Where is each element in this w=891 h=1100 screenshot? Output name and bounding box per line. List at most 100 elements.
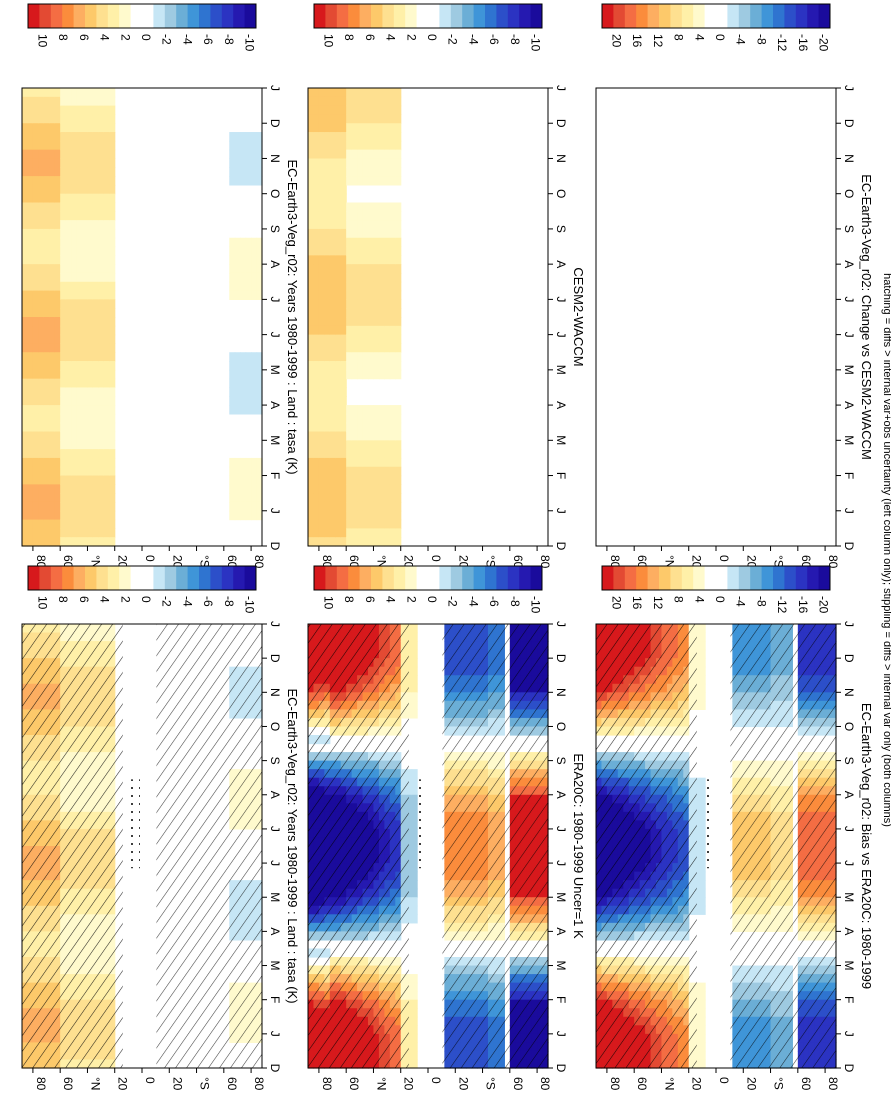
heat-cell — [368, 167, 375, 177]
heat-cell — [49, 184, 56, 195]
heat-cell — [82, 361, 89, 371]
heat-cell — [98, 325, 105, 336]
heat-cell — [340, 211, 347, 221]
heat-cell — [389, 308, 396, 318]
heat-cell — [49, 123, 56, 133]
heat-cell — [373, 255, 380, 265]
heat-cell — [32, 422, 39, 433]
heat-cell — [245, 387, 252, 397]
heat-cell — [395, 105, 402, 116]
heat-cell — [313, 361, 320, 371]
heat-cell — [71, 537, 78, 547]
heat-cell — [60, 237, 67, 248]
heat-cell — [395, 272, 402, 283]
heat-cell — [76, 325, 83, 336]
heat-cell — [49, 114, 56, 124]
heat-cell — [103, 255, 110, 265]
heat-cell — [340, 308, 347, 318]
heat-cell — [308, 132, 315, 142]
heat-cell — [43, 105, 50, 116]
heat-cell — [378, 501, 385, 512]
heat-cell — [411, 777, 418, 787]
heat-cell — [411, 820, 418, 830]
heat-cell — [76, 220, 83, 230]
heat-cell — [229, 158, 236, 168]
heat-cell — [109, 334, 116, 345]
heat-cell — [335, 431, 342, 441]
heat-cell — [256, 405, 263, 415]
heat-cell — [27, 396, 34, 406]
heat-cell — [324, 290, 331, 300]
heat-cell — [109, 537, 116, 547]
month-tick-label: A — [554, 401, 568, 409]
heat-cell — [357, 281, 364, 292]
heat-cell — [313, 369, 320, 380]
heat-cell — [324, 140, 331, 151]
heat-cell — [357, 519, 364, 529]
heat-cell — [368, 369, 375, 380]
heat-cell — [82, 299, 89, 309]
heat-cell — [109, 264, 116, 274]
heat-cell — [27, 519, 34, 529]
heat-cell — [245, 246, 252, 256]
heat-cell — [71, 387, 78, 397]
month-tick-label: J — [268, 1031, 282, 1037]
heat-cell — [27, 211, 34, 221]
heat-cell — [373, 493, 380, 503]
heat-cell — [251, 387, 258, 397]
heat-cell — [22, 343, 29, 353]
heat-cell — [357, 413, 364, 424]
heat-cell — [71, 176, 78, 186]
heat-cell — [49, 422, 56, 433]
heat-cell — [71, 237, 78, 248]
heat-cell — [22, 484, 29, 494]
heat-cell — [60, 220, 67, 230]
heat-cell — [65, 299, 72, 309]
heat-cell — [60, 369, 67, 380]
heat-cell — [395, 422, 402, 433]
heat-cell — [313, 493, 320, 503]
heat-cell — [256, 167, 263, 177]
heat-cell — [324, 158, 331, 168]
heat-cell — [103, 123, 110, 133]
heat-cell — [251, 466, 258, 477]
heat-cell — [71, 228, 78, 239]
heat-cell — [389, 352, 396, 362]
heat-cell — [308, 361, 315, 371]
heat-cell — [395, 176, 402, 186]
colorbar-swatch — [210, 4, 223, 28]
heat-cell — [340, 299, 347, 309]
heat-cell — [98, 457, 105, 468]
heat-cell — [103, 501, 110, 512]
heat-cell — [251, 484, 258, 494]
heat-cell — [389, 202, 396, 212]
heat-cell — [32, 255, 39, 265]
colorbar-label: 4 — [384, 34, 398, 41]
heat-cell — [98, 105, 105, 116]
heat-cell — [54, 123, 61, 133]
heat-cell — [351, 449, 358, 459]
heat-cell — [318, 484, 325, 494]
heat-cell — [92, 96, 99, 107]
heat-cell — [357, 475, 364, 485]
heat-cell — [65, 343, 72, 353]
heat-cell — [245, 290, 252, 300]
heat-cell — [71, 149, 78, 160]
heat-cell — [324, 396, 331, 406]
heat-cell — [395, 352, 402, 362]
heat-cell — [395, 325, 402, 336]
heat-cell — [109, 272, 116, 283]
heat-cell — [384, 343, 391, 353]
heat-cell — [368, 237, 375, 248]
heat-cell — [362, 440, 369, 450]
heat-cell — [71, 272, 78, 283]
month-tick-label: M — [554, 435, 568, 445]
colorbar-swatch — [210, 566, 223, 590]
heat-cell — [27, 123, 34, 133]
heat-cell — [329, 369, 336, 380]
heat-cell — [329, 378, 336, 389]
colorbar-swatch — [142, 566, 154, 590]
heat-cell — [373, 528, 380, 538]
heat-cell — [256, 361, 263, 371]
